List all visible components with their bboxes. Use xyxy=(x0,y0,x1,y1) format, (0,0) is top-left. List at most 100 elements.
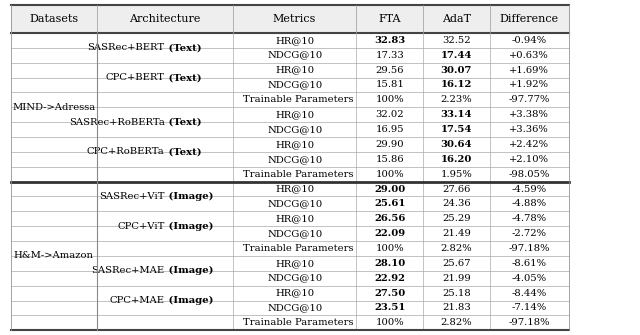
Text: 33.14: 33.14 xyxy=(440,110,472,119)
Text: Trainable Parameters: Trainable Parameters xyxy=(243,95,353,104)
Text: (Image): (Image) xyxy=(164,266,213,275)
Text: Trainable Parameters: Trainable Parameters xyxy=(243,244,353,253)
Text: 29.90: 29.90 xyxy=(376,140,404,149)
Text: 15.81: 15.81 xyxy=(375,80,404,89)
Text: 22.92: 22.92 xyxy=(374,274,405,283)
Text: (Text): (Text) xyxy=(164,73,202,82)
Text: (Image): (Image) xyxy=(164,222,213,231)
Text: 30.07: 30.07 xyxy=(440,66,472,75)
Text: HR@10: HR@10 xyxy=(275,289,314,297)
Text: 25.67: 25.67 xyxy=(442,259,470,268)
Text: HR@10: HR@10 xyxy=(275,110,314,119)
Text: 21.99: 21.99 xyxy=(442,274,470,283)
Text: 25.61: 25.61 xyxy=(374,199,405,208)
Text: -2.72%: -2.72% xyxy=(512,229,547,238)
Text: 30.64: 30.64 xyxy=(440,140,472,149)
Text: +3.38%: +3.38% xyxy=(509,110,549,119)
Text: Difference: Difference xyxy=(500,14,559,24)
Text: 22.09: 22.09 xyxy=(374,229,405,238)
Text: 25.18: 25.18 xyxy=(442,289,470,297)
Text: -0.94%: -0.94% xyxy=(511,36,547,45)
Text: HR@10: HR@10 xyxy=(275,259,314,268)
Text: FTA: FTA xyxy=(378,14,401,24)
Text: +1.92%: +1.92% xyxy=(509,80,549,89)
Text: 32.83: 32.83 xyxy=(374,36,405,45)
Text: 100%: 100% xyxy=(376,318,404,327)
Text: +2.10%: +2.10% xyxy=(509,155,549,164)
Text: CPC+ViT: CPC+ViT xyxy=(117,222,164,231)
Text: NDCG@10: NDCG@10 xyxy=(267,80,323,89)
Text: +1.69%: +1.69% xyxy=(509,66,549,75)
Text: MIND->Adressa: MIND->Adressa xyxy=(12,103,95,112)
Text: 21.83: 21.83 xyxy=(442,304,470,313)
Text: (Text): (Text) xyxy=(164,118,202,127)
Text: 25.29: 25.29 xyxy=(442,214,470,223)
Text: Metrics: Metrics xyxy=(273,14,316,24)
Text: 17.33: 17.33 xyxy=(376,51,404,60)
Text: 16.95: 16.95 xyxy=(376,125,404,134)
Bar xyxy=(11,5,569,33)
Text: 29.00: 29.00 xyxy=(374,185,405,194)
Text: 32.02: 32.02 xyxy=(376,110,404,119)
Text: 100%: 100% xyxy=(376,170,404,179)
Text: (Text): (Text) xyxy=(164,43,202,52)
Text: -4.78%: -4.78% xyxy=(511,214,547,223)
Text: Trainable Parameters: Trainable Parameters xyxy=(243,170,353,179)
Text: SASRec+RoBERTa: SASRec+RoBERTa xyxy=(68,118,164,127)
Text: 26.56: 26.56 xyxy=(374,214,405,223)
Text: NDCG@10: NDCG@10 xyxy=(267,125,323,134)
Text: (Text): (Text) xyxy=(164,147,202,156)
Text: 2.23%: 2.23% xyxy=(440,95,472,104)
Text: CPC+BERT: CPC+BERT xyxy=(106,73,164,82)
Text: 32.52: 32.52 xyxy=(442,36,470,45)
Text: 17.54: 17.54 xyxy=(440,125,472,134)
Text: H&M->Amazon: H&M->Amazon xyxy=(13,252,93,260)
Text: SASRec+MAE: SASRec+MAE xyxy=(92,266,164,275)
Text: -8.61%: -8.61% xyxy=(512,259,547,268)
Text: HR@10: HR@10 xyxy=(275,66,314,75)
Text: (Image): (Image) xyxy=(164,296,213,305)
Text: 100%: 100% xyxy=(376,244,404,253)
Text: 23.51: 23.51 xyxy=(374,304,405,313)
Text: -98.05%: -98.05% xyxy=(509,170,550,179)
Text: -97.18%: -97.18% xyxy=(509,244,550,253)
Text: -4.59%: -4.59% xyxy=(511,185,547,194)
Text: NDCG@10: NDCG@10 xyxy=(267,51,323,60)
Text: 29.56: 29.56 xyxy=(376,66,404,75)
Text: 2.82%: 2.82% xyxy=(440,244,472,253)
Text: 21.49: 21.49 xyxy=(442,229,471,238)
Text: 28.10: 28.10 xyxy=(374,259,405,268)
Text: 100%: 100% xyxy=(376,95,404,104)
Text: -4.88%: -4.88% xyxy=(511,199,547,208)
Text: 1.95%: 1.95% xyxy=(440,170,472,179)
Text: CPC+MAE: CPC+MAE xyxy=(109,296,164,305)
Text: Datasets: Datasets xyxy=(29,14,78,24)
Text: Trainable Parameters: Trainable Parameters xyxy=(243,318,353,327)
Text: NDCG@10: NDCG@10 xyxy=(267,304,323,313)
Text: 27.50: 27.50 xyxy=(374,289,405,297)
Text: SASRec+ViT: SASRec+ViT xyxy=(99,192,164,201)
Text: 16.20: 16.20 xyxy=(440,155,472,164)
Text: HR@10: HR@10 xyxy=(275,214,314,223)
Text: 2.82%: 2.82% xyxy=(440,318,472,327)
Text: NDCG@10: NDCG@10 xyxy=(267,199,323,208)
Text: AdaT: AdaT xyxy=(442,14,471,24)
Text: 27.66: 27.66 xyxy=(442,185,470,194)
Text: SASRec+BERT: SASRec+BERT xyxy=(88,43,164,52)
Text: CPC+RoBERTa: CPC+RoBERTa xyxy=(87,147,164,156)
Text: Architecture: Architecture xyxy=(129,14,200,24)
Text: 17.44: 17.44 xyxy=(440,51,472,60)
Text: -8.44%: -8.44% xyxy=(511,289,547,297)
Text: NDCG@10: NDCG@10 xyxy=(267,229,323,238)
Text: 16.12: 16.12 xyxy=(440,80,472,89)
Text: -97.77%: -97.77% xyxy=(509,95,550,104)
Text: NDCG@10: NDCG@10 xyxy=(267,155,323,164)
Text: 15.86: 15.86 xyxy=(376,155,404,164)
Text: -4.05%: -4.05% xyxy=(511,274,547,283)
Text: -97.18%: -97.18% xyxy=(509,318,550,327)
Text: +3.36%: +3.36% xyxy=(509,125,549,134)
Text: HR@10: HR@10 xyxy=(275,140,314,149)
Text: (Image): (Image) xyxy=(164,192,213,201)
Text: 24.36: 24.36 xyxy=(442,199,470,208)
Text: +0.63%: +0.63% xyxy=(509,51,549,60)
